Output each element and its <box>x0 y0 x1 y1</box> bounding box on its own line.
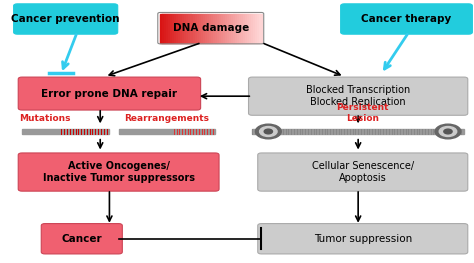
FancyBboxPatch shape <box>248 77 468 115</box>
Text: Cancer therapy: Cancer therapy <box>361 14 452 24</box>
Text: Cancer prevention: Cancer prevention <box>11 14 120 24</box>
Bar <box>164 14 167 43</box>
Text: Tumor suppression: Tumor suppression <box>314 234 412 244</box>
FancyBboxPatch shape <box>18 153 219 191</box>
Bar <box>221 14 223 43</box>
Bar <box>217 14 219 43</box>
FancyBboxPatch shape <box>341 4 473 34</box>
Bar <box>174 14 177 43</box>
Bar <box>207 14 209 43</box>
FancyBboxPatch shape <box>258 153 468 191</box>
Text: DNA damage: DNA damage <box>173 23 249 33</box>
Bar <box>181 14 183 43</box>
Text: Blocked Transcription
Blocked Replication: Blocked Transcription Blocked Replicatio… <box>306 85 410 107</box>
Bar <box>257 14 260 43</box>
FancyBboxPatch shape <box>18 77 201 110</box>
Bar <box>118 129 215 134</box>
Bar <box>170 14 173 43</box>
Bar <box>189 14 191 43</box>
Bar <box>225 14 228 43</box>
Bar <box>215 14 217 43</box>
Text: Mutations: Mutations <box>19 114 71 123</box>
Bar <box>227 14 229 43</box>
Bar <box>252 129 464 134</box>
Bar <box>203 14 205 43</box>
Text: Persistent
Lesion: Persistent Lesion <box>337 103 389 123</box>
Bar <box>168 14 171 43</box>
Circle shape <box>439 127 457 136</box>
Text: Cancer: Cancer <box>62 234 102 244</box>
Bar <box>194 14 197 43</box>
Text: Cellular Senescence/
Apoptosis: Cellular Senescence/ Apoptosis <box>312 161 414 183</box>
Bar <box>176 14 179 43</box>
Bar <box>182 14 185 43</box>
Bar <box>237 14 239 43</box>
Bar <box>255 14 258 43</box>
Bar <box>247 14 250 43</box>
Circle shape <box>444 129 452 134</box>
Bar <box>229 14 231 43</box>
Bar <box>184 14 187 43</box>
Bar <box>231 14 234 43</box>
Bar <box>191 14 193 43</box>
Circle shape <box>264 129 273 134</box>
Bar <box>233 14 236 43</box>
Bar <box>245 14 248 43</box>
Circle shape <box>255 124 281 139</box>
Bar <box>197 14 199 43</box>
Bar <box>166 14 169 43</box>
Bar <box>186 14 189 43</box>
Text: Error prone DNA repair: Error prone DNA repair <box>41 89 177 99</box>
Text: Active Oncogenes/
Inactive Tumor suppressors: Active Oncogenes/ Inactive Tumor suppres… <box>43 161 195 183</box>
Bar <box>223 14 226 43</box>
FancyBboxPatch shape <box>14 4 118 34</box>
Bar <box>192 14 195 43</box>
Bar <box>209 14 211 43</box>
Bar <box>160 14 163 43</box>
Bar <box>172 14 175 43</box>
Bar <box>219 14 221 43</box>
Bar <box>251 14 254 43</box>
Bar <box>178 14 181 43</box>
Bar <box>199 14 201 43</box>
Circle shape <box>260 127 277 136</box>
FancyBboxPatch shape <box>41 224 122 254</box>
Bar <box>22 129 109 134</box>
Circle shape <box>435 124 461 139</box>
Bar <box>213 14 215 43</box>
Bar <box>235 14 237 43</box>
Bar <box>241 14 244 43</box>
Bar <box>253 14 256 43</box>
Bar <box>259 14 262 43</box>
Text: Rearrangements: Rearrangements <box>125 114 210 123</box>
Bar <box>243 14 246 43</box>
Bar <box>249 14 252 43</box>
Bar <box>162 14 164 43</box>
Bar <box>211 14 213 43</box>
Bar <box>239 14 242 43</box>
Bar <box>201 14 203 43</box>
FancyBboxPatch shape <box>258 224 468 254</box>
Bar <box>205 14 207 43</box>
